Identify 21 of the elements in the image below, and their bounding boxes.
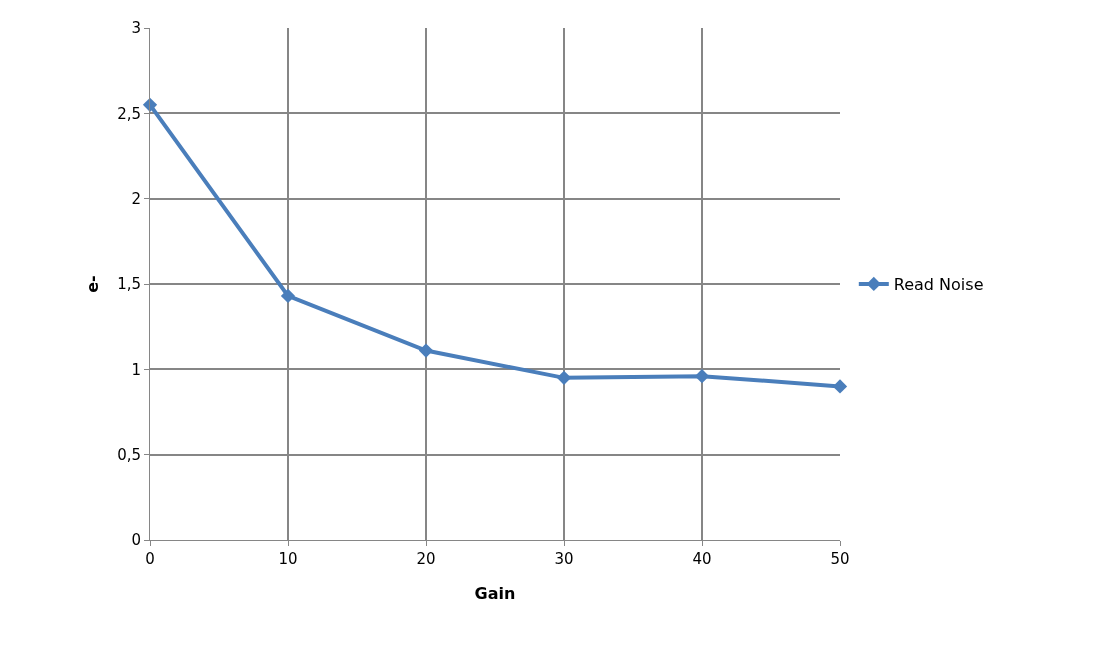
y-tick-label: 3 <box>131 19 141 38</box>
y-axis-title: e- <box>83 275 103 293</box>
point <box>418 343 434 358</box>
y-tick-label: 0,5 <box>117 445 141 464</box>
x-tick-label: 10 <box>278 550 298 568</box>
legend-label: Read Noise <box>893 275 984 295</box>
point <box>694 369 710 384</box>
y-tick-label: 1,5 <box>117 275 141 294</box>
y-tick-label: 2,5 <box>117 104 141 123</box>
y-tick-label: 1 <box>131 360 141 379</box>
x-tick-label: 30 <box>554 550 574 568</box>
point <box>556 370 572 386</box>
y-tick-label: 0 <box>131 531 141 550</box>
x-axis-title: Gain <box>474 583 516 603</box>
x-tick-label: 40 <box>692 550 712 568</box>
x-tick-label: 20 <box>416 550 436 568</box>
x-tick-label: 50 <box>830 550 850 568</box>
x-tick-label: 0 <box>145 550 155 568</box>
point <box>280 288 296 304</box>
y-tick-label: 2 <box>131 189 141 208</box>
point <box>832 379 848 394</box>
